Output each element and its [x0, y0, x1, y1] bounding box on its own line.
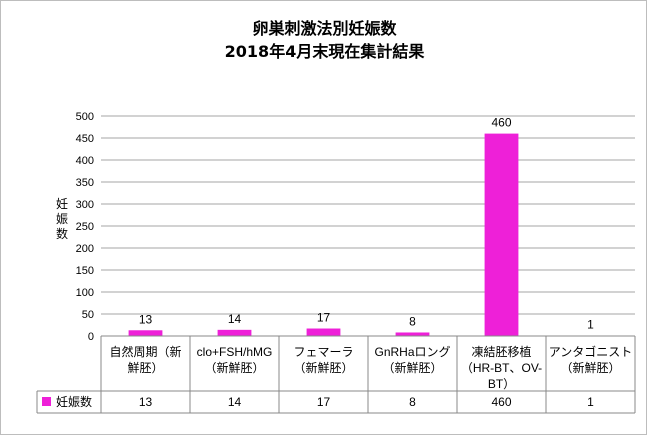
category-label-4-0: 凍結胚移植: [471, 344, 531, 359]
y-tick-label: 0: [88, 331, 94, 343]
data-label-4: 460: [491, 116, 511, 130]
bar-4: [484, 133, 519, 336]
y-tick-label: 350: [76, 177, 94, 189]
legend-series-name: 妊娠数: [56, 394, 92, 409]
y-tick-label: 300: [76, 199, 94, 211]
category-label-2-0: フェマーラ: [293, 345, 353, 359]
category-label-0-0: 自然周期（新: [109, 344, 181, 359]
category-label-0-1: 鮮胚）: [127, 361, 163, 375]
table-value-4: 460: [491, 395, 511, 409]
bar-1: [217, 329, 252, 336]
bar-3: [395, 332, 430, 336]
category-label-3-0: GnRHaロング: [374, 345, 450, 359]
category-label-5-0: アンタゴニスト: [549, 344, 633, 359]
data-label-5: 1: [587, 318, 594, 332]
table-value-3: 8: [409, 395, 416, 409]
bar-0: [128, 330, 163, 336]
data-label-1: 14: [228, 312, 242, 326]
category-label-2-1: （新鮮胚）: [293, 360, 353, 375]
category-label-5-1: （新鮮胚）: [560, 360, 620, 375]
data-label-0: 13: [139, 312, 153, 326]
category-label-1-0: clo+FSH/hMG: [197, 345, 273, 359]
chart-title: 卵巣刺激法別妊娠数: [252, 19, 397, 38]
table-value-5: 1: [587, 395, 594, 409]
y-tick-label: 450: [76, 133, 94, 145]
bar-2: [306, 328, 341, 336]
y-tick-label: 500: [76, 111, 94, 123]
table-value-0: 13: [139, 395, 153, 409]
category-label-3-1: （新鮮胚）: [382, 360, 442, 375]
category-label-4-2: BT）: [488, 377, 515, 391]
y-tick-label: 150: [76, 265, 94, 277]
table-value-1: 14: [228, 395, 242, 409]
category-label-4-1: （HR-BT、OV-: [461, 361, 542, 375]
chart-subtitle: 2018年4月末現在集計結果: [224, 42, 425, 61]
data-label-2: 17: [317, 311, 331, 325]
y-axis-label: 妊娠数: [55, 197, 68, 241]
y-tick-label: 100: [76, 287, 94, 299]
table-value-2: 17: [317, 395, 331, 409]
category-label-1-1: （新鮮胚）: [204, 360, 264, 375]
data-label-3: 8: [409, 314, 416, 328]
y-tick-label: 200: [76, 243, 94, 255]
legend-key: [42, 397, 51, 406]
y-tick-label: 250: [76, 221, 94, 233]
y-tick-label: 50: [82, 309, 94, 321]
y-tick-label: 400: [76, 155, 94, 167]
